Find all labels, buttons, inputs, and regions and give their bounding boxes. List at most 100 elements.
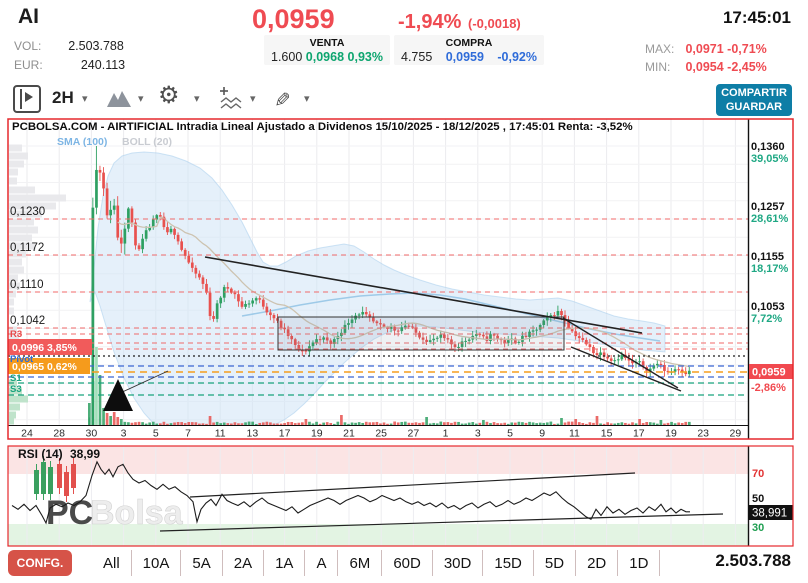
range-button-30d[interactable]: 30D [443,554,472,572]
svg-text:15: 15 [601,428,613,440]
range-button-2d[interactable]: 2D [587,554,607,572]
range-button-all[interactable]: All [103,554,120,572]
vol-value: 2.503.788 [68,39,124,53]
svg-text:38,991: 38,991 [752,508,787,520]
bid-size: 4.755 [401,50,433,64]
bid-pct: -0,92% [497,50,537,64]
settings-gear-icon[interactable]: ⚙ [158,82,180,109]
timeframe-caret-icon[interactable]: ▾ [82,93,88,105]
indicators-icon[interactable] [218,85,244,111]
panel-toggle-icon[interactable] [13,85,41,113]
range-separator [431,550,433,576]
svg-text:0,1110: 0,1110 [10,279,43,291]
trendline[interactable] [204,256,643,334]
vol-label: VOL: [14,39,42,53]
draw-tool-caret-icon[interactable]: ▾ [304,93,310,105]
range-separator [130,550,132,576]
chart-title: PCBOLSA.COM - AIRTIFICIAL Intradia Linea… [12,121,633,133]
config-button[interactable]: CONFG. [8,550,72,576]
svg-text:5: 5 [507,428,513,440]
rsi-line [11,460,690,525]
panel-toggle-bar [20,89,22,109]
range-separator [659,550,661,576]
svg-text:1: 1 [443,428,449,440]
svg-text:24: 24 [21,428,33,440]
bollinger-band [89,151,666,425]
range-button-60d[interactable]: 60D [393,554,421,572]
range-button-10a[interactable]: 10A [142,554,170,572]
eur-row: EUR: 240.113 [14,56,125,74]
range-button-2a[interactable]: 2A [233,554,253,572]
range-separator [304,550,306,576]
timeframe-selector[interactable]: 2H [52,88,74,107]
trendline[interactable] [562,317,679,389]
rsi-label: RSI (14) [18,447,63,461]
save-label: GUARDAR [725,101,783,113]
svg-text:0,1053: 0,1053 [751,301,785,313]
svg-text:0,1042: 0,1042 [10,315,45,327]
legend-sma[interactable]: SMA (100) [57,136,107,148]
range-buttons: All 10A 5A 2A 1A A 6M 60D 30D 15D 5D 2D 1D [92,548,661,578]
range-separator [180,550,182,576]
svg-text:27: 27 [408,428,420,440]
svg-text:19: 19 [665,428,677,440]
svg-text:0,1257: 0,1257 [751,201,785,213]
pivot-level-box [8,339,92,355]
svg-text:0,1155: 0,1155 [751,251,784,263]
svg-text:S3: S3 [10,384,22,395]
max-label: MAX: [645,42,675,56]
svg-text:11: 11 [215,428,226,440]
chart-type-caret-icon[interactable]: ▾ [138,93,144,105]
boll-mid-line [117,216,690,368]
range-button-1d[interactable]: 1D [629,554,649,572]
ask-title: VENTA [309,37,345,49]
range-separator [617,550,619,576]
svg-text:29: 29 [730,428,742,440]
rsi-trendline[interactable] [189,472,636,498]
svg-text:0,1230: 0,1230 [10,206,45,218]
annotation-arrow [117,370,169,395]
svg-text:19: 19 [311,428,323,440]
session-volume-total: 2.503.788 [715,551,791,570]
range-button-5a[interactable]: 5A [192,554,211,572]
range-separator [482,550,484,576]
price-chart[interactable]: 0,1230 0,1172 0,1110 0,1042 0,0996 3,85% 0,09… [0,0,808,445]
settings-caret-icon[interactable]: ▾ [194,93,200,105]
chart-type-icon[interactable] [106,87,132,109]
range-button-15d[interactable]: 15D [494,554,522,572]
eur-value: 240.113 [80,58,126,72]
svg-text:R3: R3 [10,329,22,340]
range-separator [337,550,339,576]
svg-text:0,1360: 0,1360 [751,141,785,153]
svg-text:Pivot: Pivot [10,354,34,365]
trendline[interactable] [570,346,682,392]
min-row: MIN: 0,0954 -2,45% [645,58,767,76]
svg-text:0,0996 3,85%: 0,0996 3,85% [12,342,77,354]
rsi-value: 38,99 [70,447,100,461]
svg-text:3: 3 [121,428,127,440]
svg-text:17: 17 [279,428,291,440]
svg-text:S1: S1 [10,373,22,384]
range-separator [575,550,577,576]
annotation-rectangle[interactable] [277,316,565,351]
svg-text:30: 30 [752,522,764,534]
indicators-caret-icon[interactable]: ▾ [250,93,256,105]
rsi-trendline[interactable] [159,513,724,532]
pivot-level-box [8,358,90,374]
clock: 17:45:01 [722,8,791,27]
volume-profile [9,144,66,425]
range-button-1a[interactable]: 1A [275,554,294,572]
range-button-6m[interactable]: 6M [349,554,371,572]
rsi-badge [749,505,793,520]
annotation-triangle[interactable] [103,379,133,411]
range-button-5d[interactable]: 5D [544,554,565,572]
svg-text:18,17%: 18,17% [751,263,789,275]
max-value: 0,0971 -0,71% [685,42,767,56]
svg-text:13: 13 [247,428,259,440]
legend-boll[interactable]: BOLL (20) [122,136,172,148]
range-button-a[interactable]: A [316,554,327,572]
svg-text:39,05%: 39,05% [751,153,789,165]
share-save-button[interactable]: COMPARTIR GUARDAR [716,84,792,116]
